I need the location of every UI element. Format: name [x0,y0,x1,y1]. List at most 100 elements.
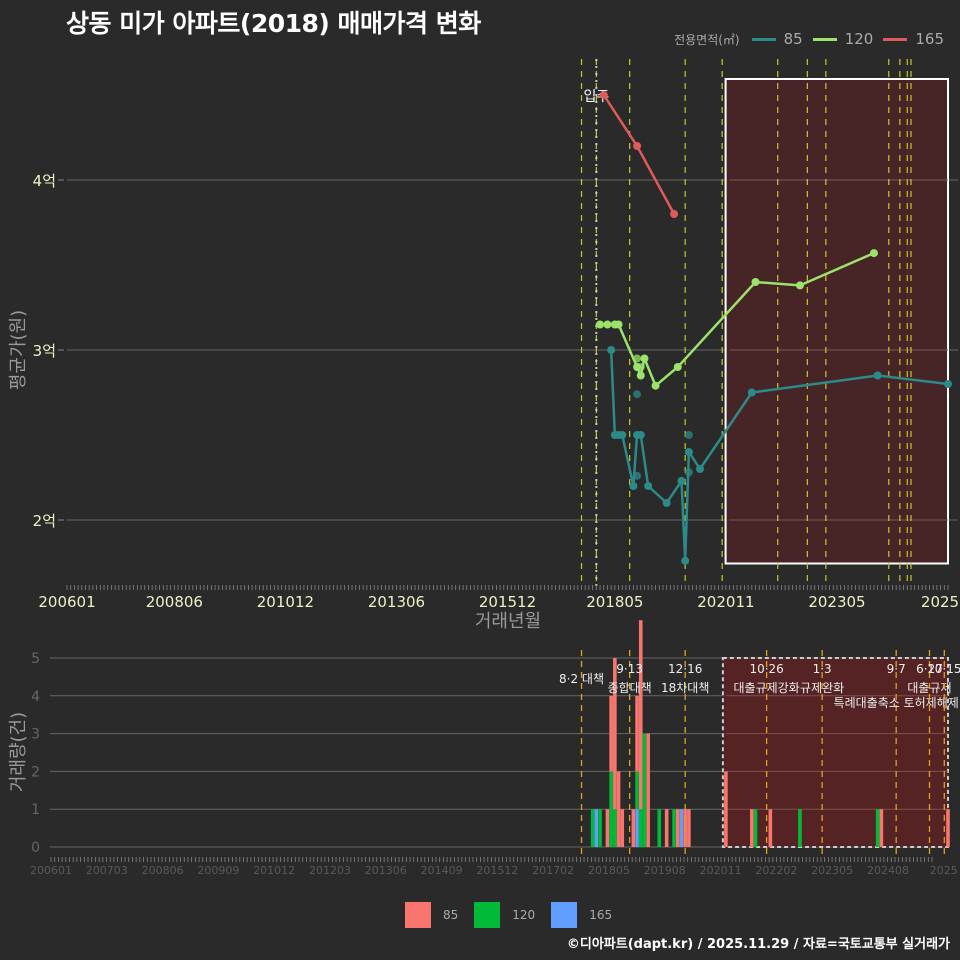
policy-date-label: 9·13 [616,662,643,676]
data-point-85 [607,346,616,354]
volume-legend: 85 120 165 [405,902,628,928]
legend-swatch-85 [405,902,431,928]
volume-bar-85 [635,695,639,772]
volume-bar-85 [646,733,650,847]
price-tick-label: 4억 [33,172,56,190]
volume-tick-label: 2 [31,764,40,780]
x-tick-label: 201512 [479,593,536,611]
data-point-165 [670,210,679,218]
data-point-85 [644,482,653,490]
y-axis-title: 거래량(건) [8,712,29,792]
x-tick-label: 201805 [588,864,630,877]
data-point-85 [629,482,638,490]
data-point-165 [633,142,642,150]
data-point-120 [795,281,804,290]
data-point-85 [633,471,642,480]
volume-bar-85 [620,809,625,847]
data-point-85 [873,371,882,380]
legend-label-165: 165 [589,908,613,922]
policy-date-label: 6·27 [916,662,943,676]
volume-bar-120 [657,809,662,847]
x-tick-label: 201012 [253,864,295,877]
volume-bar-85 [675,809,680,847]
x-tick-label: 200601 [30,864,72,877]
policy-name-label: 특례대출축소 토허제해제 [834,696,959,710]
volume-bar-165 [635,809,639,847]
x-tick-label: 201512 [476,864,518,877]
volume-bar-120 [672,809,676,847]
legend-swatch-165 [551,902,578,928]
volume-bar-120 [753,809,758,847]
x-tick-label: 201702 [532,864,574,877]
series-line-165 [602,94,676,215]
x-tick-label: 201203 [309,864,351,877]
legend-area: 전용면적(㎡) 85 120 165 [674,30,950,48]
volume-bar-85 [609,695,613,772]
volume-bar-85 [687,809,691,847]
volume-tick-label: 3 [31,727,40,743]
legend-key-120 [812,37,837,41]
x-tick-label: 200601 [38,593,95,611]
volume-bar-120 [798,809,802,847]
policy-name-label: 18차대책 [661,680,709,695]
price-tick-label: 2억 [33,512,56,530]
volume-highlight-box [721,657,950,848]
data-point-120 [651,381,660,390]
volume-bar-120 [875,809,880,847]
volume-bar-120 [638,809,643,847]
legend-label-85: 85 [443,908,459,922]
volume-bar-85 [768,809,773,847]
legend-label-85: 85 [783,30,803,48]
x-tick-label: 2025 [921,593,959,611]
data-point-85 [747,388,756,397]
policy-name-label: 8·2 대책 [559,671,604,686]
volume-bar-85 [946,809,950,847]
data-point-120 [751,278,760,286]
volume-tick-label: 0 [31,840,40,856]
x-tick-label: 202011 [700,864,742,877]
x-tick-label: 201908 [644,864,686,877]
volume-bar-165 [594,809,599,847]
data-point-85 [681,556,690,565]
chart-title: 상동 미가 아파트(2018) 매매가격 변화 [66,9,481,38]
x-tick-label: 201306 [365,864,407,877]
policy-name-label: 규제완화 [800,681,844,695]
data-point-120 [636,371,645,380]
volume-tick-label: 4 [31,689,40,705]
data-point-85 [684,448,693,456]
policy-date-label: 10·26 [749,662,783,676]
volume-tick-label: 1 [31,802,40,818]
x-tick-label: 202202 [755,864,797,877]
policy-date-label: 1·3 [813,662,832,676]
data-point-120 [633,354,642,363]
x-tick-label: 201409 [421,864,463,877]
x-tick-label: 200909 [197,864,239,877]
volume-bar-85 [750,809,754,847]
volume-bar-85 [879,809,884,847]
volume-bar-85 [724,771,728,847]
policy-name-label: 종합대책 [608,680,652,695]
data-point-165 [599,91,608,99]
highlight-period-box [724,78,949,565]
legend-key-85 [751,37,776,41]
volume-bar-85 [638,620,643,810]
x-tick-label: 201306 [368,593,425,611]
volume-bar-120 [590,809,595,847]
data-point-85 [677,476,686,485]
x-tick-label: 201012 [257,593,314,611]
data-point-120 [603,320,612,329]
data-point-85 [633,390,642,399]
data-point-120 [673,363,682,371]
volume-bar-85 [616,771,621,847]
legend-title: 전용면적(㎡) [674,32,740,47]
policy-name-label: 대출규제강화 [733,681,799,695]
data-point-85 [618,431,627,439]
volume-bar-120 [598,809,602,847]
data-point-120 [596,320,605,329]
data-point-85 [636,431,645,439]
data-point-85 [684,431,693,439]
volume-bar-85 [664,809,669,847]
data-point-85 [684,468,693,477]
data-point-120 [636,363,645,371]
volume-bar-165 [679,809,684,847]
